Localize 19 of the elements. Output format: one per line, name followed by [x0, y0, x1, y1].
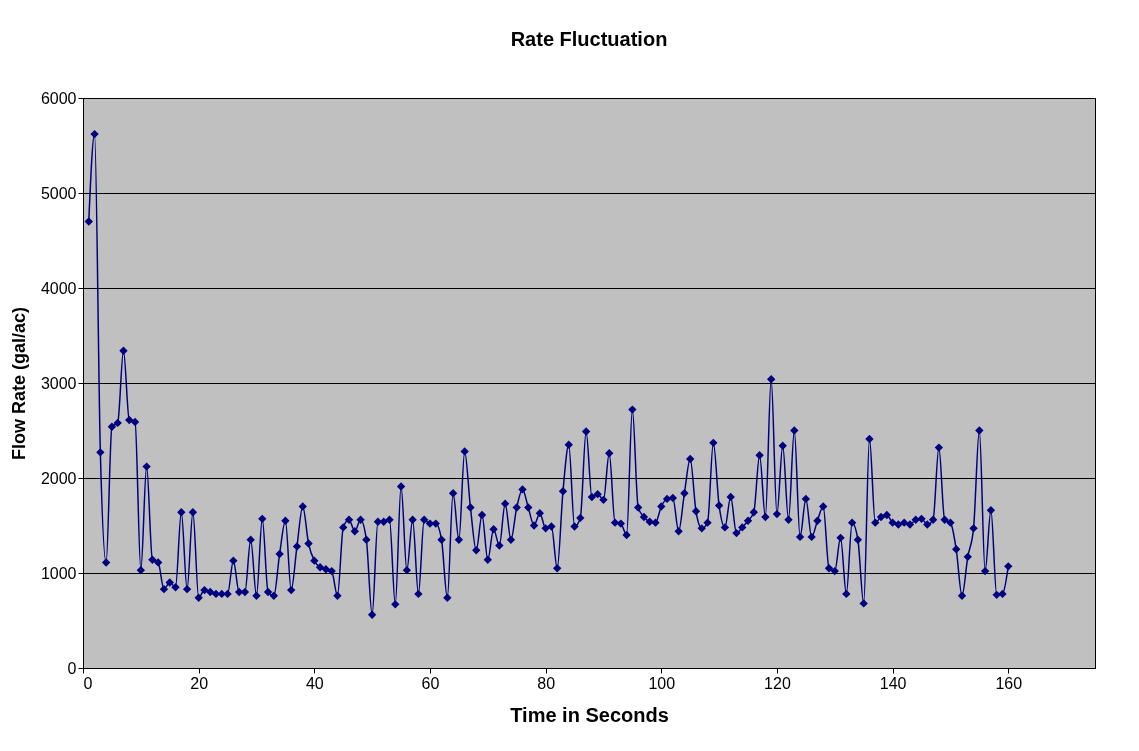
x-tick-label: 120 — [764, 674, 791, 692]
x-tick-label: 80 — [537, 674, 556, 692]
y-axis-title: Flow Rate (gal/ac) — [8, 306, 29, 461]
y-tick-label: 3000 — [40, 374, 77, 392]
y-tick-label: 4000 — [40, 279, 77, 297]
x-tick-label: 100 — [648, 674, 676, 692]
y-tick-label: 6000 — [40, 89, 77, 107]
x-tick-label: 20 — [190, 674, 209, 692]
x-tick-label: 60 — [421, 674, 440, 692]
x-axis-title: Time in Seconds — [510, 703, 669, 726]
y-tick-label: 2000 — [40, 469, 77, 487]
x-tick-label: 40 — [305, 674, 324, 692]
y-tick-label: 0 — [67, 659, 77, 677]
y-tick-label: 5000 — [40, 184, 77, 202]
x-tick-label: 0 — [83, 674, 93, 692]
x-tick-label: 140 — [879, 674, 907, 692]
x-tick-label: 160 — [995, 674, 1023, 692]
chart-title: Rate Fluctuation — [510, 28, 668, 50]
y-tick-label: 1000 — [40, 564, 77, 582]
